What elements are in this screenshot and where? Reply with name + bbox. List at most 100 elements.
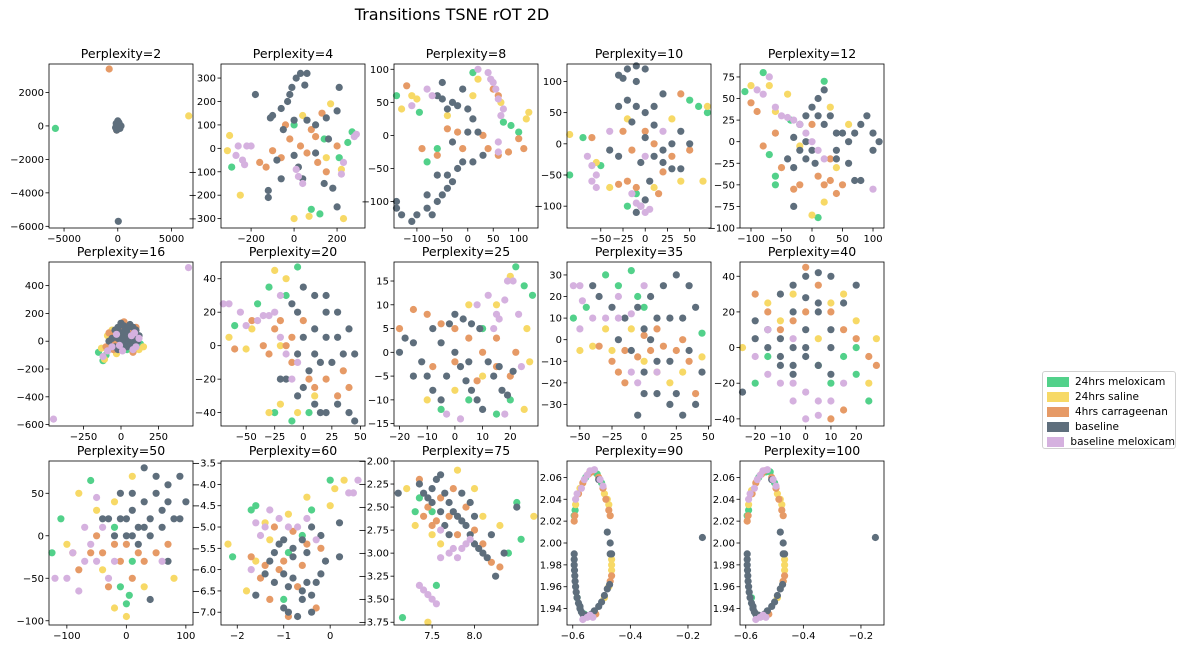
scatter-point (423, 372, 431, 380)
scatter-point (340, 476, 348, 484)
scatter-point (428, 498, 436, 507)
scatter-point (743, 555, 751, 564)
scatter-point (650, 102, 658, 110)
scatter-point (303, 116, 311, 124)
scatter-point (790, 164, 798, 172)
y-tick-label: −6000 (10, 222, 44, 233)
scatter-point (588, 177, 596, 185)
scatter-point (743, 561, 751, 569)
scatter-point (170, 515, 178, 523)
subplot: Perplexity=100 −0.6 −0.4 −0.2 2.06 2.04 2.02 2.… (713, 443, 885, 642)
scatter-point (99, 549, 107, 557)
scatter-point (479, 151, 487, 159)
scatter-point (602, 314, 610, 322)
scatter-point (572, 495, 580, 503)
scatter-point (438, 191, 446, 199)
scatter-point (606, 539, 614, 547)
y-tick-label: −2000 (10, 155, 44, 166)
scatter-point (572, 583, 580, 591)
scatter-point (778, 506, 786, 514)
scatter-point (501, 410, 509, 418)
scatter-point (589, 314, 597, 322)
x-tick-label: 50 (702, 432, 715, 443)
scatter-point (351, 350, 359, 358)
scatter-point (781, 555, 789, 564)
y-tick-label: 75 (722, 72, 735, 83)
scatter-point (428, 531, 436, 539)
subplot-title: Perplexity=25 (422, 244, 510, 259)
x-tick-label: −1 (276, 631, 291, 642)
y-tick-label: 0 (556, 335, 562, 346)
x-tick-label: 200 (328, 234, 347, 245)
scatter-point (294, 392, 302, 400)
scatter-point (619, 74, 627, 82)
scatter-point (776, 352, 785, 361)
scatter-point (116, 489, 124, 497)
y-tick-label: −3.75 (358, 618, 389, 629)
scatter-point (820, 155, 828, 163)
scatter-point (589, 613, 597, 621)
scatter-point (826, 155, 834, 163)
scatter-point (771, 172, 780, 180)
scatter-point (333, 107, 341, 115)
scatter-point (158, 523, 166, 531)
scatter-point (832, 189, 841, 198)
scatter-point (790, 116, 798, 124)
scatter-point (432, 475, 440, 483)
scatter-point (623, 65, 632, 73)
scatter-point (465, 301, 473, 309)
scatter-point (248, 317, 256, 325)
scatter-point (418, 358, 426, 366)
scatter-point (796, 181, 804, 189)
scatter-point (288, 83, 296, 91)
x-tick-label: −50 (569, 432, 590, 443)
scatter-point (569, 282, 578, 290)
scatter-point (453, 531, 462, 539)
scatter-point (641, 127, 649, 135)
legend-label: 4hrs carrageenan (1075, 405, 1168, 418)
scatter-point (270, 578, 278, 587)
scatter-point (771, 181, 780, 189)
scatter-point (105, 329, 113, 337)
scatter-point (264, 186, 272, 195)
x-tick-label: 50 (836, 234, 849, 245)
scatter-point (280, 557, 288, 565)
x-tick-label: 0 (123, 631, 129, 642)
scatter-point (738, 388, 747, 396)
scatter-point (781, 566, 789, 574)
scatter-point (641, 152, 649, 160)
scatter-point (454, 128, 462, 136)
scatter-point (679, 314, 687, 322)
scatter-point (781, 550, 789, 558)
x-tick-label: 10 (825, 432, 838, 443)
scatter-point (345, 383, 353, 392)
scatter-point (465, 396, 473, 404)
scatter-point (832, 155, 841, 163)
scatter-point (234, 142, 242, 150)
scatter-point (266, 557, 274, 565)
scatter-point (759, 69, 767, 77)
scatter-point (623, 177, 632, 185)
scatter-point (443, 112, 451, 120)
scatter-point (779, 512, 787, 520)
y-tick-label: −20 (714, 379, 735, 390)
scatter-point (271, 409, 279, 417)
y-tick-label: 50 (31, 489, 44, 500)
y-tick-label: 0 (729, 137, 735, 148)
scatter-point (677, 165, 685, 173)
scatter-point (857, 120, 865, 128)
scatter-point (764, 344, 772, 352)
scatter-point (484, 69, 492, 77)
scatter-point (840, 326, 848, 334)
scatter-point (659, 146, 667, 154)
scatter-point (318, 109, 326, 117)
scatter-point (479, 540, 487, 548)
scatter-point (599, 482, 607, 490)
scatter-point (474, 75, 482, 83)
scatter-point (299, 179, 307, 188)
x-tick-label: 0 (118, 432, 124, 443)
scatter-point (118, 347, 127, 355)
scatter-point (269, 111, 277, 120)
